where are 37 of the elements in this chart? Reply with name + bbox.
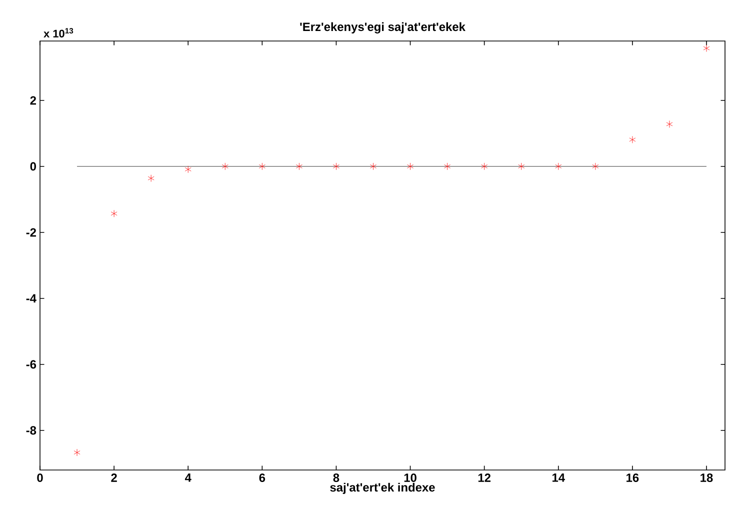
x-tick-label: 4 (184, 474, 192, 482)
point (481, 162, 488, 170)
point (296, 162, 302, 170)
point (258, 162, 266, 170)
chart-title: 'Erz'ekenys'egi saj'at'ert'ekek (300, 22, 466, 34)
point (407, 162, 414, 170)
x-tick-label: 14 (552, 474, 565, 482)
x-tick-label: 6 (259, 474, 266, 482)
x-tick-label: 2 (111, 474, 117, 482)
point (184, 166, 192, 174)
y-tick-label: -8 (26, 426, 36, 435)
x-axis-title: saj'at'ert'ek indexe (330, 482, 435, 494)
point (370, 162, 376, 170)
point (592, 162, 599, 170)
point (518, 162, 525, 170)
x-tick-label: 16 (626, 474, 639, 482)
y-tick-label: 0 (30, 162, 36, 171)
point (555, 162, 562, 170)
point (74, 448, 80, 456)
point (222, 162, 228, 170)
x-tick-label: 18 (700, 474, 713, 482)
y-tick-label: 2 (30, 96, 36, 105)
text: x 10$^{13}$ (44, 28, 74, 38)
y-tick-label: -6 (26, 360, 36, 369)
point (444, 162, 451, 170)
x-tick-label: 8 (333, 474, 340, 482)
point (629, 136, 636, 144)
point (666, 120, 673, 128)
y-tick-label: -4 (26, 294, 36, 303)
x-tick-label: 10 (404, 474, 416, 482)
y-tick-label: -2 (26, 228, 36, 237)
point (703, 44, 710, 52)
point (148, 174, 154, 182)
x-tick-label: 12 (478, 474, 490, 482)
point (333, 162, 340, 170)
x-tick-label: 0 (37, 474, 43, 482)
point (110, 210, 118, 218)
